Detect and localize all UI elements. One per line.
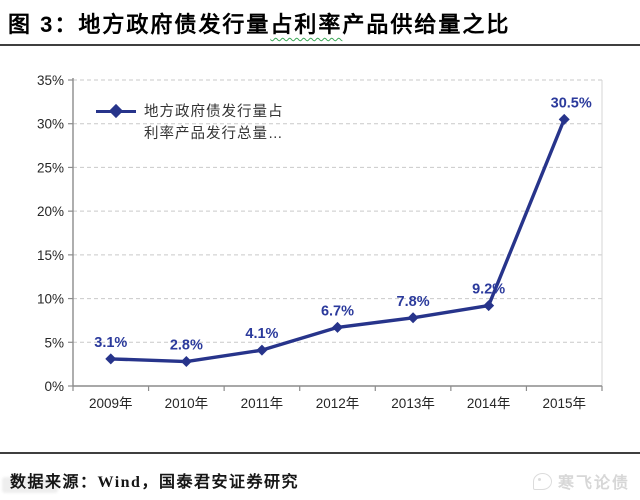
- svg-text:2.8%: 2.8%: [170, 338, 203, 354]
- watermark-text: 寒飞论债: [557, 475, 630, 492]
- svg-text:15%: 15%: [37, 248, 64, 263]
- svg-text:2015年: 2015年: [542, 396, 586, 411]
- faded-stamp-watermark: [2, 477, 58, 493]
- svg-text:35%: 35%: [37, 73, 64, 88]
- svg-text:6.7%: 6.7%: [321, 303, 354, 319]
- svg-text:9.2%: 9.2%: [472, 282, 505, 298]
- figure-title-prefix: 图 3：地方政府债发行量: [8, 12, 271, 37]
- svg-text:2013年: 2013年: [391, 396, 435, 411]
- legend-label-line1: 地方政府债发行量占: [144, 104, 284, 120]
- svg-text:5%: 5%: [44, 335, 64, 350]
- footer-divider-line: [0, 452, 640, 454]
- figure-title-suffix: 产品供给量之比: [342, 12, 511, 37]
- svg-text:7.8%: 7.8%: [397, 294, 430, 310]
- svg-text:20%: 20%: [37, 204, 64, 219]
- svg-text:2011年: 2011年: [241, 396, 284, 411]
- svg-text:30%: 30%: [37, 117, 64, 132]
- figure-title: 图 3：地方政府债发行量占利率产品供给量之比: [8, 7, 510, 39]
- chart-legend: 地方政府债发行量占 利率产品发行总量…: [96, 101, 284, 145]
- svg-text:4.1%: 4.1%: [245, 326, 278, 342]
- watermark-logo-icon: [532, 472, 552, 490]
- legend-label-line2: 利率产品发行总量…: [144, 126, 284, 142]
- svg-text:2014年: 2014年: [467, 396, 511, 411]
- svg-text:30.5%: 30.5%: [551, 95, 592, 111]
- svg-text:3.1%: 3.1%: [94, 335, 127, 351]
- figure-title-wavy-underlined: 占利率: [270, 12, 343, 37]
- legend-label: 地方政府债发行量占 利率产品发行总量…: [144, 101, 284, 145]
- title-divider-line: [0, 44, 640, 46]
- svg-text:2010年: 2010年: [165, 396, 209, 411]
- svg-text:10%: 10%: [37, 292, 64, 307]
- legend-line-marker-icon: [96, 101, 136, 121]
- data-source-text: 数据来源：Wind，国泰君安证券研究: [10, 474, 299, 491]
- svg-text:2009年: 2009年: [89, 396, 133, 411]
- svg-text:25%: 25%: [37, 160, 64, 175]
- channel-watermark: 寒飞论债: [532, 469, 630, 493]
- svg-text:2012年: 2012年: [316, 396, 360, 411]
- svg-text:0%: 0%: [44, 379, 64, 394]
